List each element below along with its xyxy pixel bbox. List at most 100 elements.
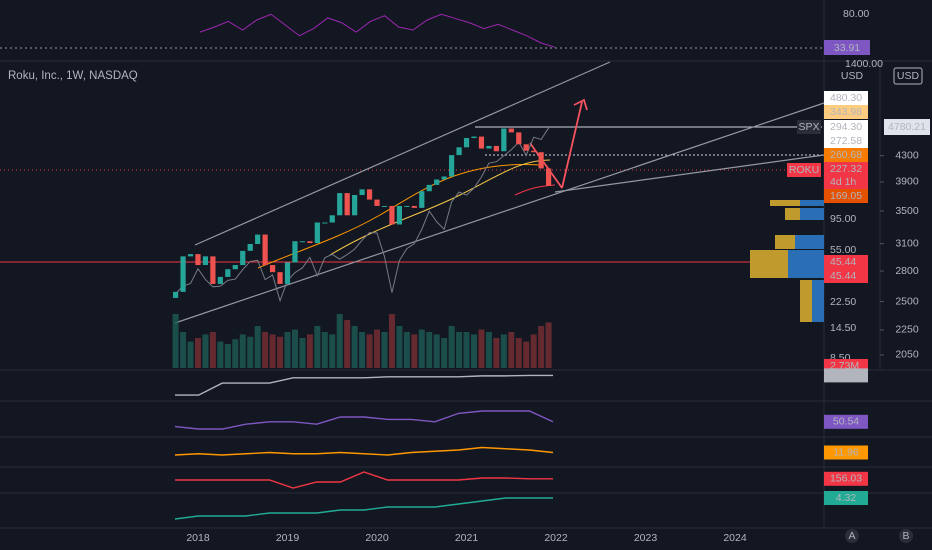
price-label: 45.44 xyxy=(830,270,856,282)
price-badge xyxy=(824,134,868,148)
price-badge xyxy=(824,162,868,176)
candle xyxy=(389,205,395,225)
candle xyxy=(501,128,507,152)
volume-bar xyxy=(508,332,515,368)
candle xyxy=(232,265,238,270)
indicator-value: 50.54 xyxy=(833,416,859,428)
price-badge xyxy=(824,269,868,283)
currency-label[interactable]: USD xyxy=(897,70,920,82)
volume-bar xyxy=(426,332,433,368)
candle xyxy=(269,265,276,273)
volume-bar xyxy=(396,326,403,368)
symbol-label: SPX xyxy=(798,121,819,133)
candle xyxy=(210,256,216,284)
candle xyxy=(381,205,388,207)
volume-bar xyxy=(232,339,239,368)
candle xyxy=(337,193,343,216)
volume-bar xyxy=(269,334,276,368)
price-badge xyxy=(824,148,868,162)
arrow xyxy=(561,98,588,189)
moving-average xyxy=(257,163,541,269)
candle xyxy=(486,145,492,149)
button[interactable] xyxy=(899,529,913,543)
indicator-line xyxy=(175,374,553,396)
candle xyxy=(434,179,440,185)
price-badge xyxy=(884,119,930,135)
value-badge xyxy=(824,491,868,505)
price-label: 4d 1h xyxy=(830,176,856,188)
volume-bar xyxy=(336,314,343,368)
candle xyxy=(180,256,186,292)
currency-label: USD xyxy=(841,70,864,82)
volume-bar xyxy=(530,334,537,368)
price-label: 95.00 xyxy=(830,213,856,225)
candle xyxy=(202,256,209,266)
volume-bar xyxy=(344,320,351,368)
price-badge xyxy=(824,255,868,269)
candle xyxy=(471,136,477,139)
price-label: 260.68 xyxy=(830,149,862,161)
volume-bar xyxy=(456,332,463,368)
volume-bar xyxy=(411,334,418,368)
volume-bar xyxy=(202,334,209,368)
candle xyxy=(225,269,231,277)
symbol-label: ROKU xyxy=(789,164,819,176)
moving-average xyxy=(514,184,556,196)
volume-bar xyxy=(329,334,336,368)
y-tick-label: 3900 xyxy=(895,176,919,188)
price-label: 294.30 xyxy=(830,121,862,133)
candle xyxy=(195,254,201,266)
button-label[interactable]: B xyxy=(902,530,909,542)
candle xyxy=(277,272,283,284)
volume-bar xyxy=(299,338,306,368)
volume-bar xyxy=(493,338,500,368)
spx-line xyxy=(175,127,550,303)
volume-bar xyxy=(351,326,358,368)
volume-bar xyxy=(523,341,530,368)
price-label: 169.05 xyxy=(830,190,862,202)
volume-bar xyxy=(471,334,477,368)
candle xyxy=(292,241,298,263)
indicator-line xyxy=(175,471,553,489)
volume-bar xyxy=(381,332,388,368)
price-label: 227.32 xyxy=(830,163,862,175)
x-tick-label: 2020 xyxy=(365,532,389,544)
button[interactable] xyxy=(845,529,859,543)
price-label: 480.30 xyxy=(830,92,862,104)
rsi-badge xyxy=(824,40,870,55)
price-label: 45.44 xyxy=(830,256,856,268)
volume-bar xyxy=(306,334,313,368)
candle xyxy=(359,189,365,196)
candle xyxy=(187,254,194,257)
rsi-level-label: 80.00 xyxy=(843,8,869,20)
y-tick-label: 2500 xyxy=(895,295,919,307)
candle xyxy=(404,205,410,207)
indicator-value: 156.03 xyxy=(830,473,862,485)
candle xyxy=(546,168,552,186)
volume-bar xyxy=(418,329,425,368)
candle xyxy=(463,138,470,148)
candle xyxy=(478,136,485,149)
currency-box[interactable] xyxy=(893,67,923,85)
candle xyxy=(426,184,432,192)
volume-bar xyxy=(433,334,440,368)
candle xyxy=(322,222,328,224)
volume-bar xyxy=(277,336,284,368)
button-label[interactable]: A xyxy=(848,530,855,542)
indicator-value: 4.32 xyxy=(836,492,857,504)
volume-bar xyxy=(500,334,507,368)
x-tick-label: 2018 xyxy=(186,532,210,544)
indicator-line xyxy=(174,497,553,520)
symbol-badge xyxy=(797,120,821,134)
candle xyxy=(449,155,455,177)
candle xyxy=(284,262,291,284)
scale-label: 1400.00 xyxy=(845,58,883,70)
volume-bar xyxy=(515,338,522,368)
candle xyxy=(307,241,313,244)
candle xyxy=(240,250,246,266)
candle xyxy=(456,147,462,156)
volume-bar xyxy=(366,334,373,368)
volume-bar xyxy=(217,341,224,368)
candle xyxy=(419,191,425,208)
candle xyxy=(173,291,179,298)
